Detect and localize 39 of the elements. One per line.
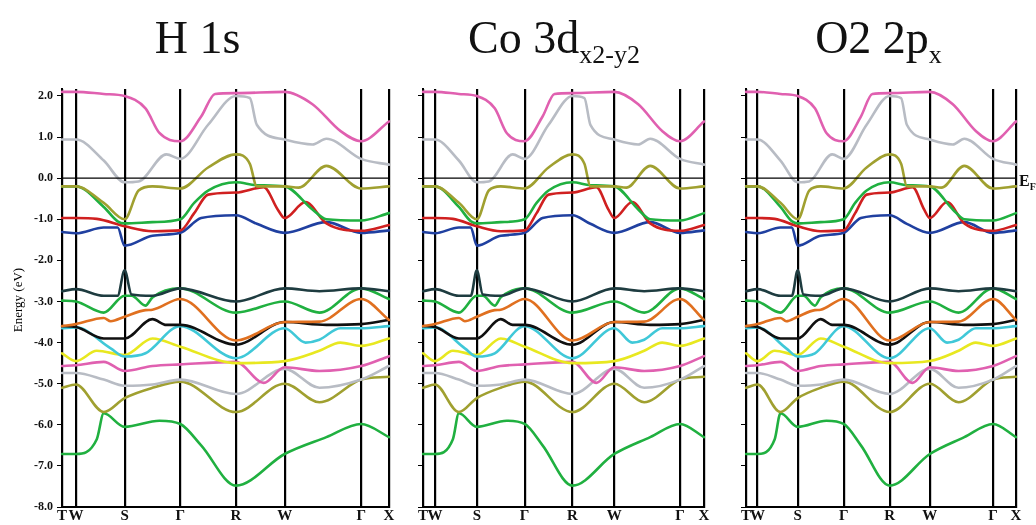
x-tick-label: X: [383, 506, 395, 523]
y-tick-label: 0.0: [38, 170, 53, 185]
x-tick-label: S: [472, 506, 481, 523]
chart-title: Co 3d$_{x2-y2}$: [467, 11, 641, 72]
x-tick-label: W: [68, 506, 84, 523]
x-tick-label: X: [698, 506, 710, 523]
y-tick-label: -4.0: [34, 334, 53, 349]
x-tick-label: Γ: [519, 506, 530, 523]
y-tick-label: -2.0: [34, 252, 53, 267]
y-axis-title: Energy (eV): [10, 267, 26, 333]
x-tick-label: R: [884, 506, 896, 523]
x-tick-label: W: [427, 506, 443, 523]
y-tick-label: 1.0: [38, 129, 53, 144]
x-tick-label: W: [922, 506, 938, 523]
x-tick-label: Γ: [175, 506, 186, 523]
chart-title: H 1s: [153, 11, 242, 65]
x-tick-label: W: [606, 506, 622, 523]
x-tick-label: W: [749, 506, 765, 523]
x-tick-label: X: [1010, 506, 1022, 523]
x-tick-label: T: [740, 506, 752, 523]
x-tick-label: S: [793, 506, 802, 523]
y-tick-label: -1.0: [34, 211, 53, 226]
chart-title: O2 2p$_{x}$: [814, 11, 943, 72]
x-tick-label: Γ: [838, 506, 849, 523]
x-tick-label: Γ: [675, 506, 685, 523]
x-tick-label: T: [56, 506, 67, 523]
y-tick-label: -3.0: [34, 293, 53, 308]
y-tick-label: 2.0: [38, 88, 53, 103]
y-tick-label: -6.0: [34, 416, 53, 431]
x-tick-label: W: [277, 506, 293, 523]
y-tick-label: -7.0: [34, 457, 53, 472]
x-tick-label: S: [120, 506, 129, 523]
x-tick-label: R: [567, 506, 579, 523]
y-tick-label: -5.0: [34, 375, 53, 390]
x-tick-label: Γ: [988, 506, 998, 523]
y-tick-label: -8.0: [34, 499, 53, 514]
x-tick-label: T: [417, 506, 429, 523]
x-tick-label: R: [230, 506, 242, 523]
x-tick-label: Γ: [356, 506, 366, 523]
